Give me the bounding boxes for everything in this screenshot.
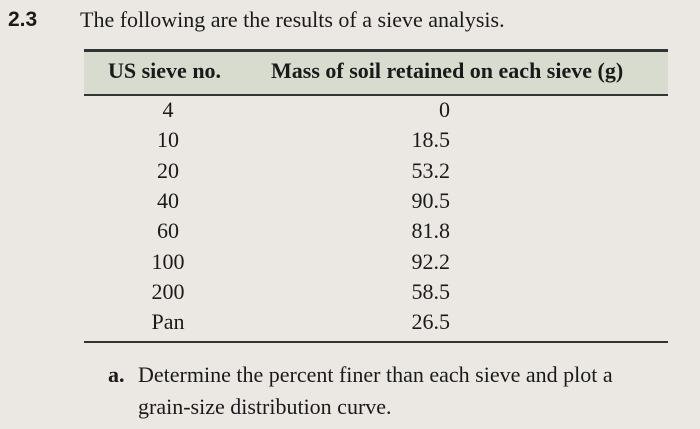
- sieve-number: 40: [157, 187, 179, 213]
- table-header-band: [84, 49, 668, 96]
- mass-retained: 81.8: [411, 218, 451, 244]
- sieve-number: 10: [157, 127, 179, 153]
- sieve-number: 60: [157, 218, 179, 244]
- sieve-number: Pan: [151, 309, 185, 335]
- sieve-number: 4: [162, 97, 174, 122]
- mass-retained: 0: [439, 97, 450, 122]
- part-label: a.: [108, 362, 125, 387]
- table-header: US sieve no.: [108, 58, 222, 83]
- part-text: grain-size distribution curve.: [138, 394, 392, 419]
- mass-retained: 26.5: [411, 309, 451, 335]
- mass-retained: 53.2: [411, 157, 451, 183]
- problem-statement: The following are the results of a sieve…: [80, 7, 505, 32]
- problem-number: 2.3: [8, 8, 38, 31]
- table-header: Mass of soil retained on each sieve (g): [271, 58, 624, 83]
- table-rule: [84, 341, 668, 343]
- mass-retained: 18.5: [411, 127, 451, 153]
- mass-retained: 92.2: [411, 248, 451, 274]
- mass-retained: 90.5: [411, 187, 451, 213]
- sieve-number: 200: [151, 278, 185, 304]
- mass-retained: 58.5: [411, 278, 451, 304]
- part-text: Determine the percent finer than each si…: [138, 362, 613, 387]
- sieve-number: 100: [151, 248, 185, 274]
- sieve-number: 20: [157, 157, 179, 183]
